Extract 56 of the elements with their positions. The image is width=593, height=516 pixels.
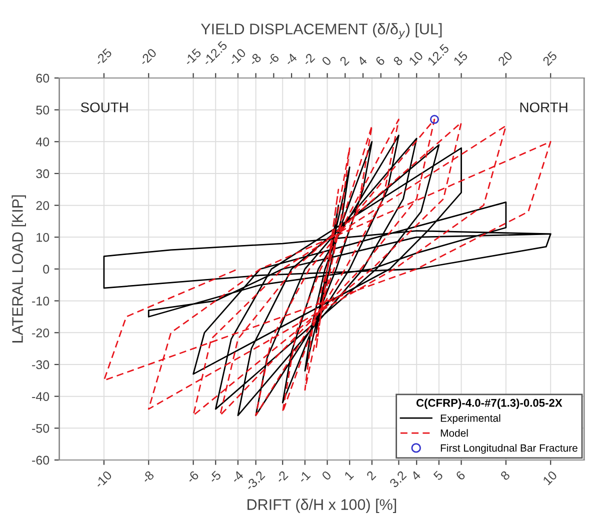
x2-tick-label: -8 bbox=[248, 52, 262, 66]
annotation: NORTH bbox=[520, 102, 568, 112]
annotation: SOUTH bbox=[80, 102, 128, 112]
x2-tick-label: -6 bbox=[266, 52, 280, 66]
y-tick-label: 60 bbox=[36, 74, 50, 83]
y-tick-label: -10 bbox=[32, 296, 50, 306]
x-axis-title: DRIFT (δ/H x 100) [%] bbox=[248, 498, 396, 513]
legend-label: First Longitudnal Bar Fracture bbox=[440, 444, 578, 454]
x2-tick-label: 8 bbox=[392, 56, 404, 66]
y-tick-label: 20 bbox=[36, 201, 50, 210]
legend-label: Experimental bbox=[440, 414, 500, 424]
x2-tick-label: 10 bbox=[408, 50, 424, 66]
y-tick-label: -60 bbox=[32, 456, 50, 465]
y-tick-label: 30 bbox=[36, 169, 50, 178]
y-tick-label: 10 bbox=[36, 232, 50, 242]
x-tick-label: -4 bbox=[230, 470, 244, 484]
legend-label: Model bbox=[440, 429, 468, 437]
x-tick-label: -2 bbox=[275, 470, 288, 484]
x2-tick-label: 2 bbox=[339, 56, 350, 66]
y-tick-label: -20 bbox=[32, 328, 50, 338]
x-tick-label: -1 bbox=[298, 470, 311, 484]
x2-tick-label: -20 bbox=[138, 48, 158, 66]
x-tick-label: 5 bbox=[433, 470, 444, 481]
x-tick-label: 6 bbox=[455, 470, 466, 481]
x2-tick-label: -2 bbox=[302, 52, 316, 66]
x-tick-label: 3.2 bbox=[389, 470, 407, 488]
x2-tick-label: -10 bbox=[228, 48, 246, 66]
x-tick-label: 10 bbox=[542, 470, 558, 486]
x2-tick-label: -4 bbox=[284, 52, 298, 66]
x2-tick-label: 25 bbox=[542, 50, 558, 66]
x2-tick-label: -25 bbox=[94, 48, 112, 66]
y-axis-title: LATERAL LOAD [KIP] bbox=[12, 195, 26, 342]
x-tick-label: 2 bbox=[366, 470, 376, 481]
x-tick-label: 8 bbox=[500, 470, 510, 481]
x2-tick-label: 6 bbox=[374, 56, 386, 66]
y-tick-label: -50 bbox=[32, 424, 50, 433]
y-tick-label: 40 bbox=[36, 137, 50, 146]
x-tick-label: -10 bbox=[94, 470, 112, 489]
x2-tick-label: 4 bbox=[356, 56, 368, 66]
x-tick-label: 4 bbox=[410, 470, 422, 481]
x-tick-label: 1 bbox=[344, 470, 354, 480]
y-tick-label: -40 bbox=[32, 392, 50, 401]
x-tick-label: -6 bbox=[186, 470, 200, 484]
y-tick-label: 50 bbox=[36, 106, 50, 114]
x2-tick-label: -15 bbox=[184, 48, 202, 66]
x-tick-label: -8 bbox=[141, 470, 155, 484]
legend-title: C(CFRP)-4.0-#7(1.3)-0.05-2X bbox=[416, 398, 562, 409]
y-tick-label: -30 bbox=[32, 360, 50, 370]
x2-tick-label: 20 bbox=[498, 50, 513, 66]
x-tick-label: -3.2 bbox=[244, 470, 266, 492]
y-tick-label: 0 bbox=[43, 264, 50, 274]
x-tick-label: 0 bbox=[321, 470, 332, 481]
x2-tick-label: 15 bbox=[453, 50, 468, 66]
x2-axis-title: YIELD DISPLACEMENT (δ/δ$_{y}$) [UL] bbox=[200, 23, 442, 39]
x2-tick-label: 0 bbox=[321, 56, 332, 66]
x-tick-label: -5 bbox=[208, 470, 222, 484]
